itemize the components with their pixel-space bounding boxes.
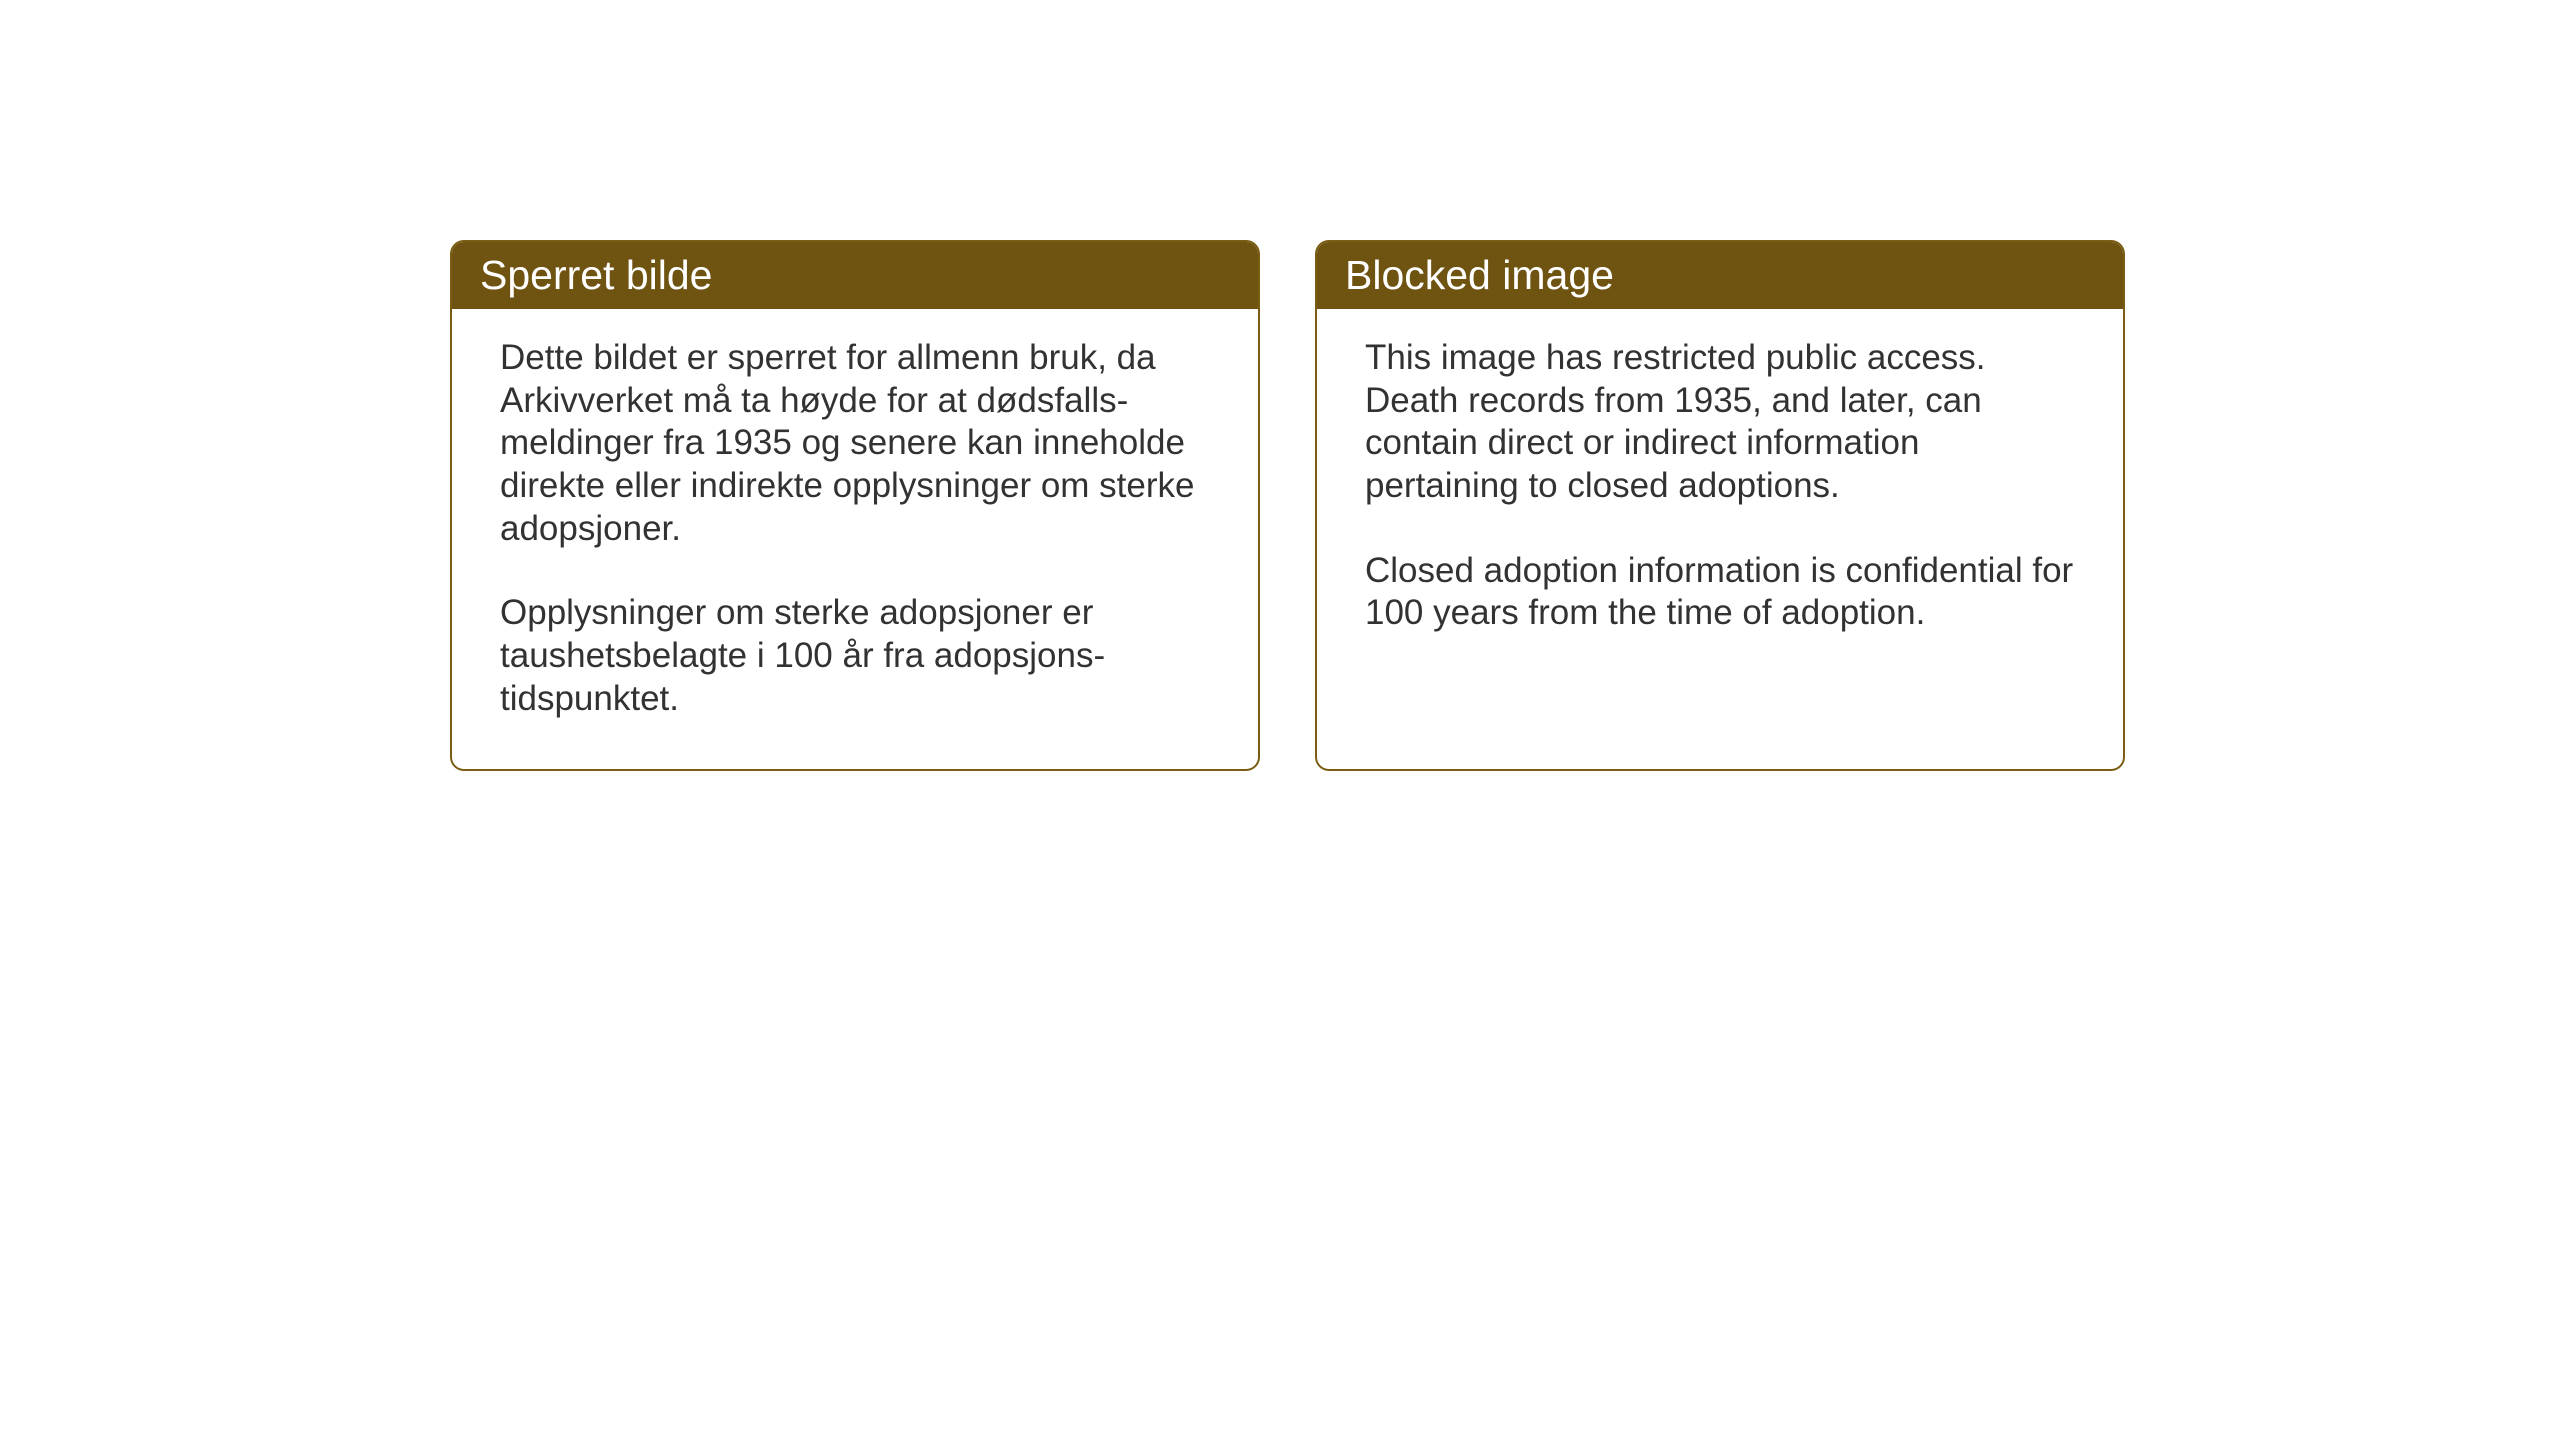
card-title-english: Blocked image — [1345, 252, 1614, 298]
card-body-english: This image has restricted public access.… — [1317, 309, 2123, 683]
card-header-english: Blocked image — [1317, 242, 2123, 309]
card-paragraph-1-norwegian: Dette bildet er sperret for allmenn bruk… — [500, 337, 1210, 550]
card-body-norwegian: Dette bildet er sperret for allmenn bruk… — [452, 309, 1258, 769]
card-title-norwegian: Sperret bilde — [480, 252, 712, 298]
notice-card-norwegian: Sperret bilde Dette bildet er sperret fo… — [450, 240, 1260, 771]
card-header-norwegian: Sperret bilde — [452, 242, 1258, 309]
card-paragraph-2-english: Closed adoption information is confident… — [1365, 550, 2075, 635]
card-paragraph-2-norwegian: Opplysninger om sterke adopsjoner er tau… — [500, 592, 1210, 720]
notice-container: Sperret bilde Dette bildet er sperret fo… — [450, 240, 2125, 771]
notice-card-english: Blocked image This image has restricted … — [1315, 240, 2125, 771]
card-paragraph-1-english: This image has restricted public access.… — [1365, 337, 2075, 508]
